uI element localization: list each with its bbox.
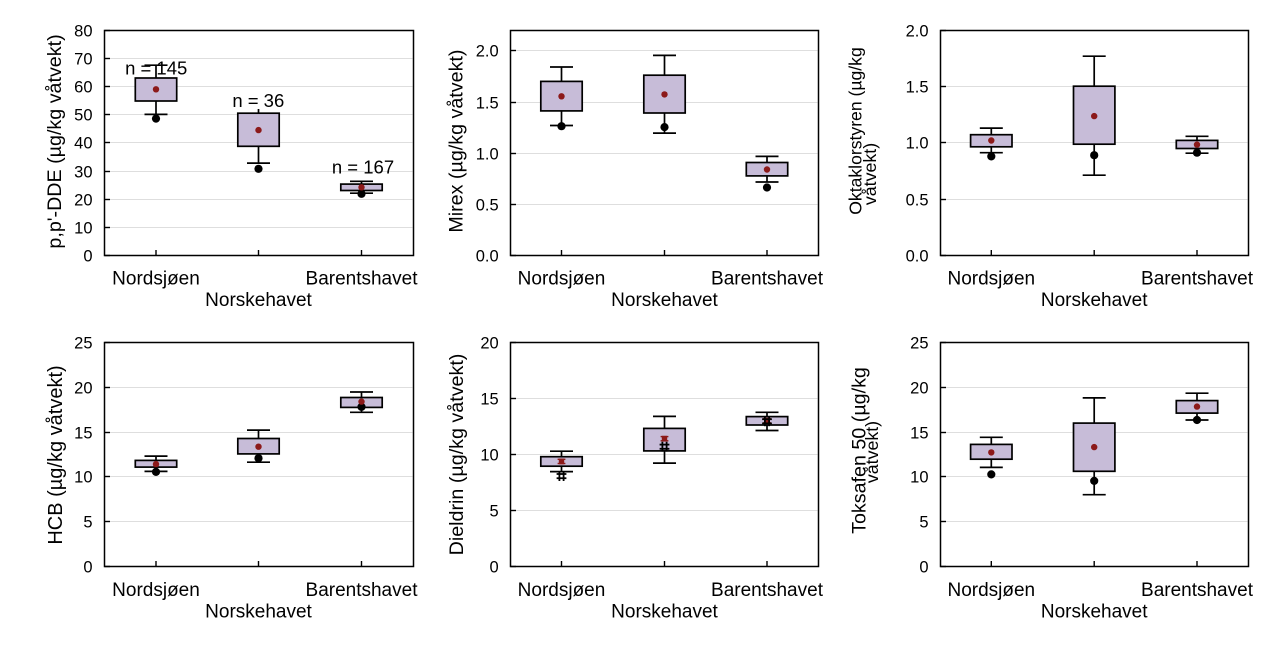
svg-text:Nordsjøen: Nordsjøen: [518, 580, 606, 601]
svg-text:Mirex (µg/kg våtvekt): Mirex (µg/kg våtvekt): [445, 50, 467, 233]
svg-text:0: 0: [490, 559, 499, 577]
svg-text:5: 5: [83, 514, 92, 532]
svg-text:Norskehavet: Norskehavet: [205, 601, 312, 622]
svg-text:0: 0: [919, 559, 928, 577]
svg-text:Norskehavet: Norskehavet: [1041, 601, 1148, 622]
svg-text:15: 15: [480, 391, 498, 409]
svg-text:Nordsjøen: Nordsjøen: [112, 268, 200, 289]
svg-text:Norskehavet: Norskehavet: [611, 290, 718, 311]
svg-text:0.5: 0.5: [476, 197, 499, 215]
svg-text:5: 5: [919, 514, 928, 532]
svg-text:Nordsjøen: Nordsjøen: [947, 580, 1035, 601]
svg-text:Dieldrin (µg/kg våtvekt): Dieldrin (µg/kg våtvekt): [446, 354, 468, 556]
svg-text:Barentshavet: Barentshavet: [711, 268, 824, 289]
svg-text:15: 15: [910, 425, 928, 443]
svg-text:Toksafen 50 (µg/kg: Toksafen 50 (µg/kg: [849, 367, 871, 534]
svg-text:0.0: 0.0: [906, 248, 929, 266]
svg-text:2.0: 2.0: [476, 43, 499, 61]
svg-text:5: 5: [490, 503, 499, 521]
svg-text:Nordsjøen: Nordsjøen: [112, 580, 200, 601]
svg-text:Nordsjøen: Nordsjøen: [947, 268, 1035, 289]
svg-text:10: 10: [910, 469, 928, 487]
svg-text:1.0: 1.0: [906, 135, 929, 153]
svg-text:0: 0: [83, 559, 92, 577]
svg-text:1.5: 1.5: [906, 79, 929, 97]
svg-text:60: 60: [74, 79, 92, 97]
svg-text:15: 15: [74, 425, 92, 443]
svg-text:våtvekt): våtvekt): [862, 421, 882, 483]
svg-text:HCB (µg/kg våtvekt): HCB (µg/kg våtvekt): [45, 365, 67, 544]
svg-text:10: 10: [480, 447, 498, 465]
svg-text:20: 20: [910, 380, 928, 398]
svg-text:25: 25: [910, 335, 928, 353]
svg-text:40: 40: [74, 135, 92, 153]
svg-text:Barentshavet: Barentshavet: [711, 580, 824, 601]
svg-text:Norskehavet: Norskehavet: [205, 290, 312, 311]
svg-text:0: 0: [83, 248, 92, 266]
svg-text:n = 36: n = 36: [232, 90, 284, 111]
svg-text:80: 80: [74, 23, 92, 41]
svg-text:n = 167: n = 167: [332, 157, 394, 178]
svg-text:Barentshavet: Barentshavet: [306, 580, 419, 601]
svg-text:70: 70: [74, 51, 92, 69]
svg-text:0.0: 0.0: [476, 248, 499, 266]
svg-text:Barentshavet: Barentshavet: [1141, 580, 1254, 601]
svg-text:25: 25: [74, 335, 92, 353]
svg-text:n = 145: n = 145: [125, 57, 187, 78]
svg-text:Nordsjøen: Nordsjøen: [518, 268, 606, 289]
svg-text:50: 50: [74, 107, 92, 125]
svg-text:1.0: 1.0: [476, 146, 499, 164]
svg-text:0.5: 0.5: [906, 192, 929, 210]
svg-text:20: 20: [480, 335, 498, 353]
svg-text:p,p'-DDE (µg/kg våtvekt): p,p'-DDE (µg/kg våtvekt): [44, 34, 66, 248]
svg-text:Norskehavet: Norskehavet: [611, 601, 718, 622]
svg-text:10: 10: [74, 220, 92, 238]
svg-text:1.5: 1.5: [476, 95, 499, 113]
svg-text:30: 30: [74, 164, 92, 182]
svg-text:10: 10: [74, 469, 92, 487]
svg-text:Oktaklorstyren (µg/kg: Oktaklorstyren (µg/kg: [845, 47, 865, 215]
svg-text:2.0: 2.0: [906, 23, 929, 41]
svg-text:20: 20: [74, 380, 92, 398]
svg-text:Norskehavet: Norskehavet: [1041, 290, 1148, 311]
svg-text:våtvekt): våtvekt): [860, 143, 880, 205]
svg-text:20: 20: [74, 192, 92, 210]
svg-text:Barentshavet: Barentshavet: [306, 268, 419, 289]
svg-text:Barentshavet: Barentshavet: [1141, 268, 1254, 289]
